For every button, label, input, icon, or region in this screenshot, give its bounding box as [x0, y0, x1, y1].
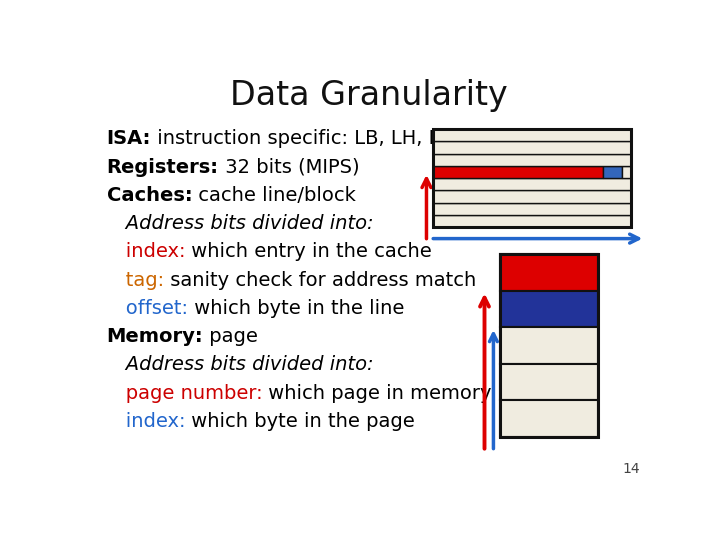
Text: Caches:: Caches: [107, 186, 192, 205]
Bar [433, 154, 631, 166]
Text: tag:: tag: [107, 271, 164, 289]
Bar [603, 166, 622, 178]
Text: sanity check for address match: sanity check for address match [164, 271, 476, 289]
Text: which page in memory: which page in memory [262, 384, 492, 403]
Bar [500, 327, 598, 364]
Text: which entry in the cache: which entry in the cache [185, 242, 432, 261]
Bar [500, 254, 598, 437]
Text: page: page [203, 327, 258, 346]
Text: Address bits divided into:: Address bits divided into: [107, 214, 374, 233]
Text: instruction specific: LB, LH, LW (MIPS): instruction specific: LB, LH, LW (MIPS) [151, 129, 525, 149]
Text: cache line/block: cache line/block [192, 186, 356, 205]
Text: Address bits divided into:: Address bits divided into: [107, 355, 374, 374]
Text: index:: index: [107, 242, 185, 261]
Bar [433, 129, 631, 227]
Bar [433, 129, 631, 141]
Text: ISA:: ISA: [107, 129, 151, 149]
Text: page number:: page number: [107, 384, 262, 403]
Text: 32 bits (MIPS): 32 bits (MIPS) [219, 158, 359, 177]
Text: offset:: offset: [107, 299, 188, 318]
Text: Memory:: Memory: [107, 327, 203, 346]
Text: Data Granularity: Data Granularity [230, 79, 508, 112]
Text: which byte in the page: which byte in the page [185, 412, 415, 431]
Text: 14: 14 [622, 462, 639, 476]
Text: index:: index: [107, 412, 185, 431]
Text: Registers:: Registers: [107, 158, 219, 177]
Bar [433, 178, 631, 190]
Text: which byte in the line: which byte in the line [188, 299, 404, 318]
Bar [500, 364, 598, 400]
Bar [500, 254, 598, 291]
Bar [433, 202, 631, 215]
Bar [433, 215, 631, 227]
Bar [433, 166, 603, 178]
Bar [433, 141, 631, 154]
Bar [433, 190, 631, 202]
Bar [500, 400, 598, 437]
Bar [622, 166, 631, 178]
Bar [500, 291, 598, 327]
